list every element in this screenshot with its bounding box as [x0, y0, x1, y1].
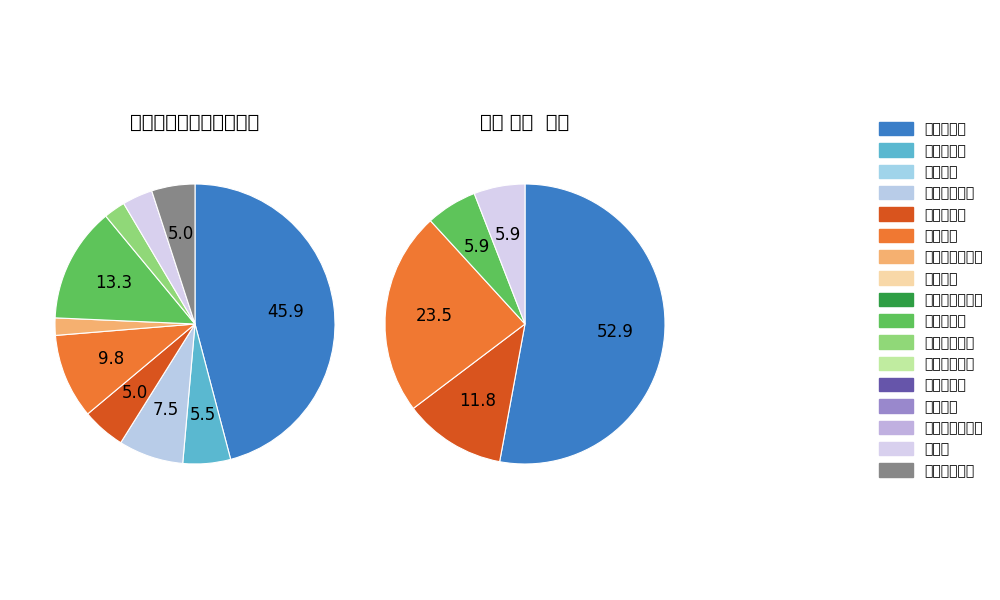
Wedge shape	[474, 184, 525, 324]
Title: 茶谷 健太  選手: 茶谷 健太 選手	[480, 113, 570, 132]
Wedge shape	[500, 184, 665, 464]
Text: 7.5: 7.5	[153, 401, 179, 419]
Wedge shape	[88, 324, 195, 443]
Wedge shape	[183, 324, 231, 464]
Text: 5.9: 5.9	[464, 238, 490, 256]
Text: 13.3: 13.3	[95, 274, 132, 292]
Text: 11.8: 11.8	[459, 392, 496, 410]
Text: 5.5: 5.5	[190, 406, 216, 424]
Text: 23.5: 23.5	[416, 307, 453, 325]
Title: パ・リーグ全プレイヤー: パ・リーグ全プレイヤー	[130, 113, 260, 132]
Text: 5.9: 5.9	[495, 226, 521, 244]
Text: 5.0: 5.0	[122, 383, 148, 401]
Wedge shape	[413, 324, 525, 461]
Wedge shape	[195, 184, 335, 460]
Wedge shape	[430, 194, 525, 324]
Wedge shape	[106, 203, 195, 324]
Wedge shape	[152, 184, 195, 324]
Text: 9.8: 9.8	[98, 350, 124, 368]
Wedge shape	[385, 221, 525, 409]
Wedge shape	[121, 324, 195, 463]
Wedge shape	[55, 318, 195, 335]
Wedge shape	[55, 216, 195, 324]
Wedge shape	[55, 324, 195, 414]
Text: 45.9: 45.9	[267, 304, 304, 322]
Text: 5.0: 5.0	[168, 225, 194, 243]
Wedge shape	[124, 191, 195, 324]
Text: 52.9: 52.9	[597, 323, 634, 341]
Legend: ストレート, ツーシーム, シュート, カットボール, スプリット, フォーク, チェンジアップ, シンカー, 高速スライダー, スライダー, 縦スライダー, : ストレート, ツーシーム, シュート, カットボール, スプリット, フォーク,…	[879, 122, 983, 478]
